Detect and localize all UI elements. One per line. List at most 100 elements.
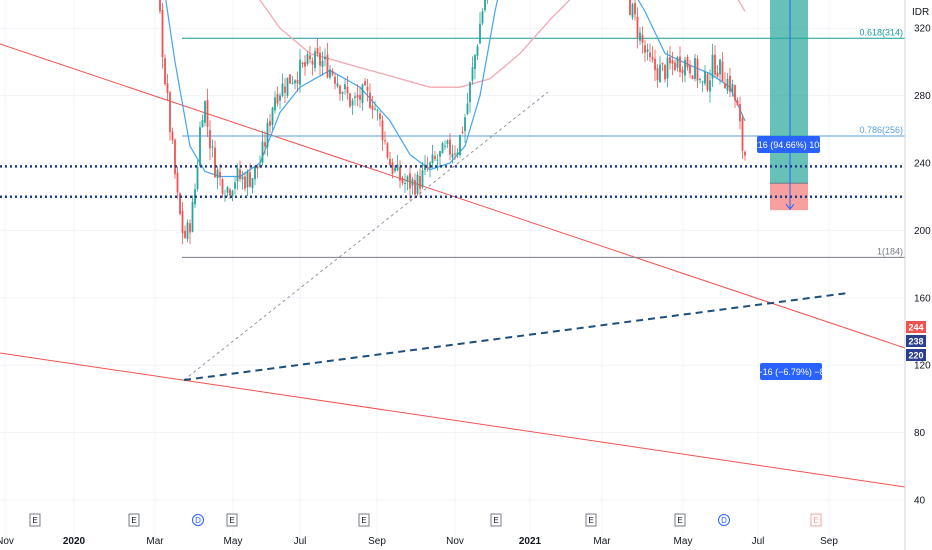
earnings-marker[interactable]: E	[358, 513, 370, 527]
earnings-marker[interactable]: E	[29, 513, 41, 527]
target-info-bg	[757, 136, 820, 153]
candle-body	[306, 54, 309, 65]
candle-body	[449, 139, 451, 155]
dividend-marker-label: D	[195, 516, 201, 525]
candle-body	[454, 153, 456, 155]
earnings-icon	[490, 513, 502, 527]
candle-body	[374, 108, 376, 110]
earnings-marker[interactable]: E	[226, 513, 238, 527]
candle-body	[286, 77, 289, 96]
candle-body	[239, 169, 241, 179]
candle-body	[246, 171, 249, 188]
candle-body	[416, 174, 419, 194]
candle-body	[649, 52, 651, 58]
candle-body	[674, 62, 676, 71]
candle-body	[276, 94, 279, 104]
candle-body	[391, 162, 394, 174]
earnings-marker[interactable]: E	[585, 513, 597, 527]
candle-body	[411, 179, 414, 186]
trend-lines	[0, 43, 906, 488]
time-tick-label: Sep	[368, 536, 386, 547]
candle-body	[701, 81, 704, 83]
earnings-icon	[29, 513, 41, 527]
horizontal-levels[interactable]	[0, 165, 905, 198]
candle-body	[214, 147, 216, 178]
candle-body	[251, 178, 254, 189]
earnings-marker[interactable]: E	[490, 513, 502, 527]
target-info-text: 216 (94.66%) 108	[753, 140, 825, 150]
time-axis-bg	[0, 545, 905, 550]
candle-body	[284, 86, 286, 93]
price-axis[interactable]: 4080120160200240280320360400440480520560…	[914, 0, 931, 507]
candle-body	[719, 59, 721, 75]
candle-body	[319, 52, 321, 66]
candle-body	[666, 57, 669, 79]
candle-body	[274, 97, 276, 111]
candle-body	[231, 190, 234, 197]
candle-body	[699, 79, 701, 81]
earnings-icon	[226, 513, 238, 527]
price-tick-label: 40	[914, 496, 926, 507]
time-tick-label: Jul	[294, 536, 307, 547]
candle-body	[744, 151, 746, 156]
candle-body	[434, 156, 436, 160]
price-axis-bg	[905, 0, 932, 550]
candle-body	[321, 60, 324, 67]
candle-body	[164, 58, 166, 85]
time-tick-label: Sep	[820, 536, 838, 547]
earnings-marker[interactable]: E	[674, 513, 686, 527]
candle-body	[221, 179, 224, 194]
long-position-tool[interactable]: 216 (94.66%) 108 −16 (−6.79%) −8	[753, 0, 825, 380]
candle-body	[714, 54, 716, 75]
candle-body	[736, 100, 739, 106]
candle-body	[219, 172, 221, 178]
time-axis[interactable]: Nov 2020 Mar May Jul Sep Nov 2021 Mar May Jul Sep	[0, 536, 838, 547]
candle-body	[226, 187, 229, 193]
dividend-marker[interactable]: D	[718, 514, 730, 526]
earnings-marker[interactable]: E	[128, 513, 140, 527]
candle-body	[406, 176, 409, 182]
candle-body	[261, 141, 264, 163]
candle-body	[369, 92, 371, 108]
candle-body	[704, 71, 706, 84]
fib-level-label: 0.786(256)	[859, 125, 903, 135]
candle-body	[201, 120, 204, 128]
candle-body	[359, 95, 361, 100]
time-tick-label: Nov	[446, 536, 464, 547]
candle-body	[209, 130, 211, 149]
candle-body	[166, 83, 169, 93]
dividend-marker[interactable]: D	[192, 514, 204, 526]
candle-body	[349, 93, 351, 107]
time-tick-label: May	[674, 536, 693, 547]
candle-body	[696, 58, 699, 81]
stop-info-box[interactable]: −16 (−6.79%) −8	[757, 363, 825, 380]
earnings-marker-label: E	[131, 516, 136, 525]
candle-body	[741, 118, 744, 151]
candle-body	[716, 72, 719, 77]
candle-body	[479, 23, 481, 44]
candle-body	[634, 2, 636, 15]
candle-body	[161, 9, 164, 58]
candle-body	[331, 71, 334, 75]
candle-body	[484, 0, 486, 11]
candle-body	[646, 49, 649, 52]
price-tag-bg	[906, 349, 926, 361]
earnings-marker-label: E	[229, 516, 234, 525]
candle-body	[671, 60, 674, 64]
candle-body	[394, 167, 396, 172]
candle-body	[309, 55, 311, 60]
earnings-marker-label: E	[813, 516, 818, 525]
arrow-down-icon	[785, 203, 795, 210]
earnings-icon	[128, 513, 140, 527]
time-tick-label: Jul	[752, 536, 765, 547]
price-scale-tags: 244 238 220	[906, 321, 926, 361]
fib-level-label: 1(184)	[877, 246, 903, 256]
target-info-box[interactable]: 216 (94.66%) 108	[753, 136, 825, 153]
earnings-marker[interactable]: E	[810, 513, 822, 527]
target-zone	[770, 0, 808, 184]
time-tick-label: Mar	[593, 536, 611, 547]
upper-downtrend-line	[0, 43, 906, 349]
candle-body	[684, 59, 686, 76]
